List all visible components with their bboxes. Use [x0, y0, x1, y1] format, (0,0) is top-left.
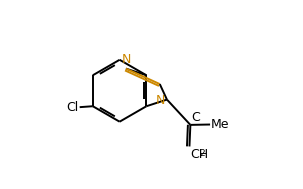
- Text: Me: Me: [211, 118, 230, 131]
- Text: N: N: [122, 53, 132, 66]
- Text: C: C: [191, 111, 200, 124]
- Text: N: N: [155, 94, 165, 107]
- Text: Cl: Cl: [66, 101, 78, 114]
- Text: CH: CH: [190, 148, 208, 161]
- Text: 2: 2: [200, 149, 205, 158]
